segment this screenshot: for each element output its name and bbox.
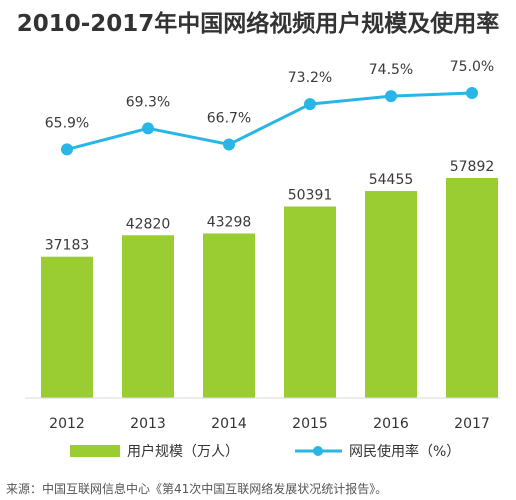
legend: 用户规模（万人） 网民使用率（%）	[70, 443, 460, 460]
bar-2017	[446, 178, 498, 398]
bar-value-label-2013: 42820	[126, 216, 171, 232]
line-value-label-2017: 75.0%	[450, 59, 494, 75]
line-point-2015	[304, 98, 316, 111]
bar-2012	[41, 256, 93, 398]
line-value-label-2013: 69.3%	[126, 94, 170, 110]
bar-2014	[203, 233, 255, 398]
line-point-2016	[385, 90, 397, 103]
usage-rate-line	[66, 91, 473, 151]
bar-value-label-2017: 57892	[450, 159, 495, 175]
line-point-2013	[142, 122, 154, 135]
legend-label-bar: 用户规模（万人）	[127, 443, 239, 460]
bars-layer: 37183 42820 43298 50391 54455 57892	[41, 159, 498, 398]
line-value-label-2016: 74.5%	[369, 62, 413, 78]
legend-swatch-marker	[313, 446, 323, 456]
bar-2016	[365, 191, 417, 398]
bar-2015	[284, 206, 336, 398]
x-tick-label-2012: 2012	[49, 416, 85, 432]
bar-value-label-2014: 43298	[207, 214, 252, 230]
legend-label-line: 网民使用率（%）	[349, 443, 460, 460]
source-note: 来源：中国互联网信息中心《第41次中国互联网络发展状况统计报告》。	[6, 482, 388, 496]
x-tick-label-2016: 2016	[373, 416, 409, 432]
line-value-label-2015: 73.2%	[288, 70, 332, 86]
bar-value-label-2016: 54455	[369, 172, 414, 188]
line-point-2012	[61, 143, 73, 156]
chart-title: 2010-2017年中国网络视频用户规模及使用率	[16, 11, 500, 37]
x-tick-label-2017: 2017	[454, 416, 490, 432]
x-tick-label-2014: 2014	[211, 416, 247, 432]
line-value-label-2012: 65.9%	[45, 115, 89, 131]
line-layer: 65.9% 69.3% 66.7% 73.2% 74.5% 75.0%	[45, 59, 494, 156]
x-axis-ticks: 2012 2013 2014 2015 2016 2017	[49, 416, 490, 432]
bar-value-label-2015: 50391	[288, 188, 333, 204]
x-tick-label-2013: 2013	[130, 416, 166, 432]
line-point-2017	[466, 87, 478, 99]
line-point-2014	[223, 138, 235, 151]
x-tick-label-2015: 2015	[292, 416, 328, 432]
legend-swatch-bar	[70, 445, 120, 457]
line-value-label-2014: 66.7%	[207, 110, 251, 126]
bar-value-label-2012: 37183	[45, 238, 90, 254]
bar-2013	[122, 235, 174, 398]
